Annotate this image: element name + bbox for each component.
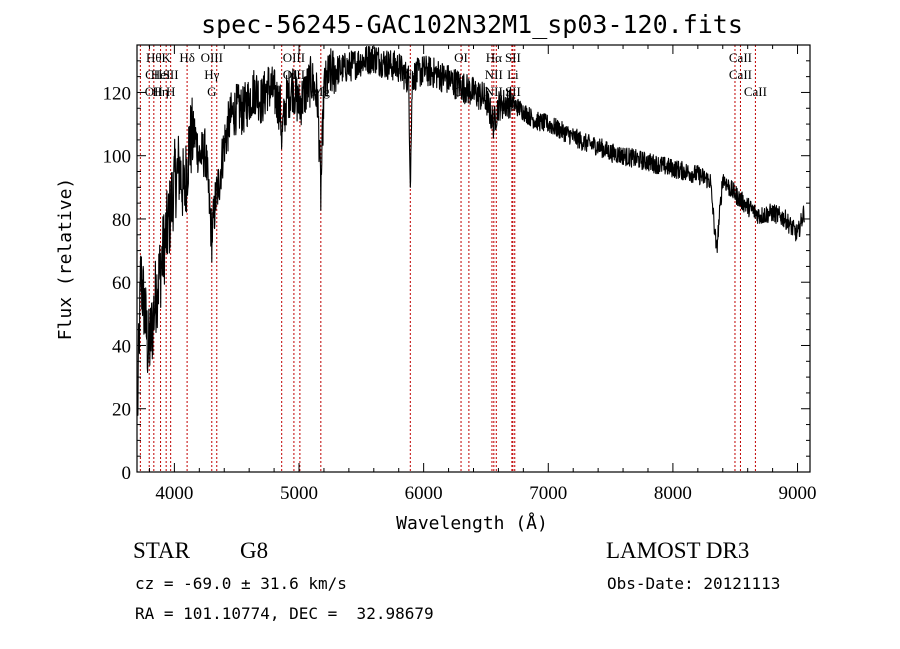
line-label: SII	[505, 50, 521, 65]
chart-title: spec-56245-GAC102N32M1_sp03-120.fits	[201, 10, 743, 39]
line-label: SII	[505, 84, 521, 99]
line-label: Hδ	[179, 50, 195, 65]
line-label: HeI	[151, 67, 171, 82]
object-class: STAR	[133, 538, 190, 563]
line-label: Na	[403, 67, 418, 82]
y-tick-label: 120	[103, 83, 132, 104]
y-tick-label: 40	[112, 336, 131, 357]
obs-date: Obs-Date: 20121113	[607, 574, 781, 593]
y-tick-label: 80	[112, 210, 131, 231]
line-label: CaII	[729, 50, 752, 65]
line-label: Li	[507, 67, 519, 82]
line-label: H	[166, 84, 175, 99]
survey-name: LAMOST DR3	[606, 538, 750, 563]
spectrum-line	[137, 46, 805, 416]
line-label: G	[207, 84, 216, 99]
y-tick-label: 60	[112, 273, 131, 294]
line-label: NII	[485, 67, 503, 82]
line-label: Hα	[486, 50, 502, 65]
redshift-info: cz = -69.0 ± 31.6 km/s	[135, 574, 347, 593]
y-axis-label: Flux (relative)	[55, 178, 76, 341]
line-label: Mg	[312, 84, 331, 99]
line-label: CaII	[744, 84, 767, 99]
line-label: Hγ	[204, 67, 219, 82]
y-tick-label: 100	[103, 147, 132, 168]
y-tick-label: 20	[112, 400, 131, 421]
line-label: Hη	[152, 84, 168, 99]
line-label: Hθ	[146, 50, 162, 65]
x-tick-label: 5000	[280, 483, 318, 504]
line-label: NII	[485, 84, 503, 99]
line-label: OI	[454, 50, 468, 65]
x-tick-label: 6000	[405, 483, 443, 504]
spectrum-series	[137, 46, 805, 416]
coordinates: RA = 101.10774, DEC = 32.98679	[135, 604, 434, 623]
line-label: OIII	[283, 67, 305, 82]
x-tick-label: 7000	[529, 483, 567, 504]
line-label: K	[161, 50, 171, 65]
line-label: CII	[145, 67, 162, 82]
y-axis-ticks: 0 20 40 60 80 100 120	[103, 60, 810, 484]
x-tick-label: 4000	[155, 483, 193, 504]
line-label: SII	[163, 67, 179, 82]
x-axis-label: Wavelength (Å)	[396, 512, 548, 534]
line-labels: Hθ CII OII HeI Hη K SII H Hδ OIII Hγ G OIII OIII Mg Na O…	[145, 50, 767, 99]
line-label: OII	[145, 84, 163, 99]
x-axis-ticks: 4000 5000 6000 7000 8000 9000	[148, 45, 817, 504]
plot-frame	[136, 44, 811, 473]
y-tick-label: 0	[122, 463, 132, 484]
line-label: CaII	[729, 67, 752, 82]
x-tick-label: 9000	[779, 483, 817, 504]
line-label: OIII	[201, 50, 223, 65]
line-label: OIII	[283, 50, 305, 65]
x-tick-label: 8000	[654, 483, 692, 504]
object-subclass: G8	[240, 538, 269, 563]
line-label: OI	[454, 84, 468, 99]
